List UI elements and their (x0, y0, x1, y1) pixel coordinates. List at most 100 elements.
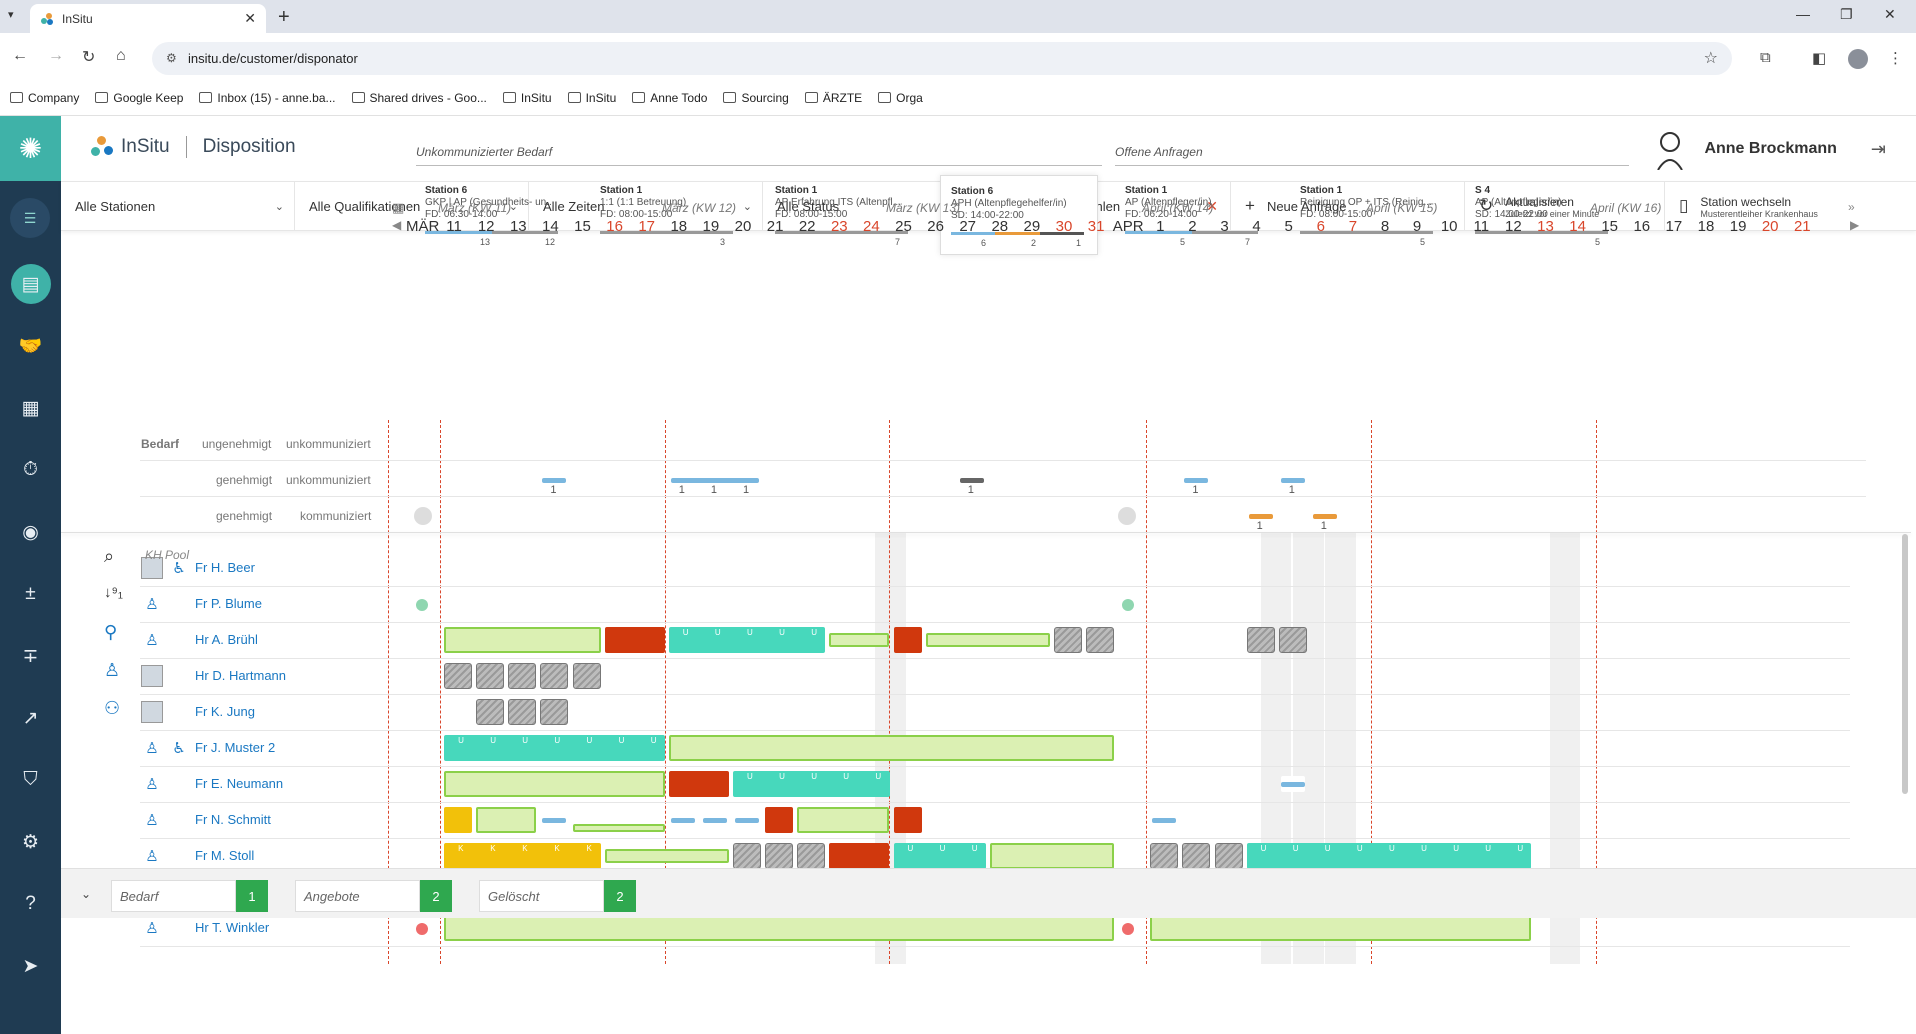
person-name[interactable]: Fr H. Beer (195, 560, 255, 575)
next-arrow-icon[interactable]: ▶ (1850, 218, 1860, 232)
new-tab-icon[interactable]: + (278, 6, 290, 28)
person-name[interactable]: Hr T. Winkler (195, 920, 270, 935)
shift-block[interactable] (1086, 627, 1115, 653)
day-label[interactable]: 5 (1284, 218, 1293, 235)
footer-angebote[interactable]: Angebote 2 (295, 880, 452, 912)
shift-block[interactable] (765, 843, 794, 869)
shift-block[interactable] (476, 699, 505, 725)
pointer-icon[interactable]: ➤ (22, 955, 39, 977)
day-label[interactable]: 30 (1055, 218, 1073, 235)
demand-bar[interactable] (542, 478, 567, 483)
day-label[interactable]: MÄR (406, 218, 440, 235)
shift-block[interactable] (893, 807, 922, 833)
day-label[interactable]: 20 (734, 218, 752, 235)
day-label[interactable]: APR (1112, 218, 1144, 235)
chart-icon[interactable]: ↗ (22, 707, 39, 729)
person-name[interactable]: Hr D. Hartmann (195, 668, 287, 683)
footer-bedarf[interactable]: Bedarf 1 (111, 880, 268, 912)
minimize-icon[interactable]: — (1796, 6, 1810, 22)
shield-icon[interactable]: ⛉ (23, 769, 38, 790)
disposition-table-icon[interactable]: ▤ (0, 264, 61, 304)
demand-bar[interactable] (1312, 514, 1337, 519)
day-label[interactable]: 16 (1633, 218, 1651, 235)
day-label[interactable]: 14 (1569, 218, 1586, 235)
close-window-icon[interactable]: ✕ (1884, 6, 1896, 22)
refresh-button[interactable]: ↻ Aktualisieren Zuletzt vor einer Minute (1465, 182, 1665, 230)
demand-bar[interactable] (1280, 478, 1305, 483)
site-info-icon[interactable]: ⚙ (166, 51, 177, 65)
tab-search-icon[interactable]: ▾ (8, 9, 14, 21)
shift-block[interactable] (1150, 915, 1532, 941)
shift-block[interactable] (572, 663, 601, 689)
day-label[interactable]: 18 (1697, 218, 1715, 235)
day-label[interactable]: 9 (1412, 218, 1422, 235)
day-label[interactable]: 10 (1440, 218, 1458, 235)
shift-block[interactable] (540, 699, 569, 725)
bookmark-item[interactable]: Sourcing (723, 91, 789, 105)
shift-block[interactable] (1278, 627, 1307, 653)
times-select[interactable]: Alle Zeiten ⌄ (529, 182, 763, 230)
day-label[interactable]: 19 (702, 218, 720, 235)
profile-avatar[interactable] (1848, 49, 1868, 69)
bookmark-item[interactable]: ÄRZTE (804, 91, 862, 105)
person-name[interactable]: Fr P. Blume (195, 596, 262, 611)
forward-icon[interactable]: → (48, 47, 64, 64)
request-card[interactable]: Station 1 AP Erfahrung ITS (Altenpfl... FD… (765, 175, 923, 255)
scrollbar[interactable] (1902, 424, 1908, 904)
shift-block[interactable] (444, 807, 473, 833)
bookmark-item[interactable]: Orga (878, 91, 923, 105)
shift-block[interactable] (476, 807, 537, 833)
search-icon[interactable]: ⌕ (104, 546, 115, 566)
day-label[interactable]: 7 (1348, 218, 1358, 235)
bookmark-item[interactable]: Anne Todo (632, 91, 707, 105)
help-icon[interactable]: ? (25, 893, 36, 914)
day-label[interactable]: 28 (991, 218, 1009, 235)
qualifications-select[interactable]: Alle Qualifikationen ⌄ (295, 182, 529, 230)
url-input[interactable]: ⚙ insitu.de/customer/disponator ☆ (152, 42, 1732, 75)
day-label[interactable]: 14 (542, 218, 559, 235)
shift-block[interactable] (1214, 843, 1243, 869)
day-label[interactable]: 18 (670, 218, 688, 235)
person-name[interactable]: Fr K. Jung (195, 704, 255, 719)
shift-block[interactable] (444, 663, 473, 689)
day-label[interactable]: 6 (1316, 218, 1325, 235)
demand-bar[interactable] (959, 478, 984, 483)
collapse-chevron-icon[interactable]: ⌄ (81, 887, 92, 901)
day-label[interactable]: 31 (1087, 218, 1105, 235)
person-icon[interactable]: ♙ (104, 660, 121, 680)
bookmark-item[interactable]: Google Keep (95, 91, 183, 105)
calculator-alt-icon[interactable]: ∓ (22, 645, 39, 667)
close-tab-icon[interactable]: ✕ (244, 10, 256, 26)
bookmark-star-icon[interactable]: ☆ (1703, 50, 1718, 67)
shift-block[interactable] (797, 807, 890, 833)
calculator-icon[interactable]: ± (25, 583, 36, 604)
shift-block[interactable] (668, 771, 729, 797)
shift-block[interactable] (733, 843, 762, 869)
day-label[interactable]: 2 (1188, 218, 1197, 235)
add-user-icon[interactable]: ⚇ (104, 698, 121, 718)
day-label[interactable]: 25 (895, 218, 912, 235)
demand-bar[interactable] (670, 478, 760, 483)
request-card[interactable]: Station 1 AP (Altenpfleger/in) FD: 06:20-1… (1115, 175, 1273, 255)
new-request-button[interactable]: + Neue Anfrage (1231, 182, 1465, 230)
shift-block[interactable] (572, 824, 665, 832)
shift-block[interactable] (1150, 843, 1179, 869)
day-label[interactable]: 22 (798, 218, 816, 235)
stations-select[interactable]: Alle Stationen ⌄ (61, 182, 295, 230)
day-label[interactable]: 13 (1537, 218, 1554, 235)
day-label[interactable]: 3 (1220, 218, 1229, 235)
sidepanel-icon[interactable]: ◧ (1812, 50, 1827, 67)
day-label[interactable]: 19 (1729, 218, 1747, 235)
person-name[interactable]: Fr E. Neumann (195, 776, 284, 791)
day-label[interactable]: 12 (1505, 218, 1522, 235)
day-label[interactable]: 17 (638, 218, 656, 235)
day-label[interactable]: 15 (1601, 218, 1619, 235)
day-label[interactable]: 27 (959, 218, 977, 235)
day-label[interactable]: 20 (1761, 218, 1779, 235)
day-label[interactable]: 13 (509, 218, 527, 235)
shift-block[interactable] (1054, 627, 1083, 653)
shift-block[interactable] (765, 807, 794, 833)
menu-toggle-icon[interactable]: ☰ (10, 198, 50, 238)
day-label[interactable]: 8 (1380, 218, 1390, 235)
